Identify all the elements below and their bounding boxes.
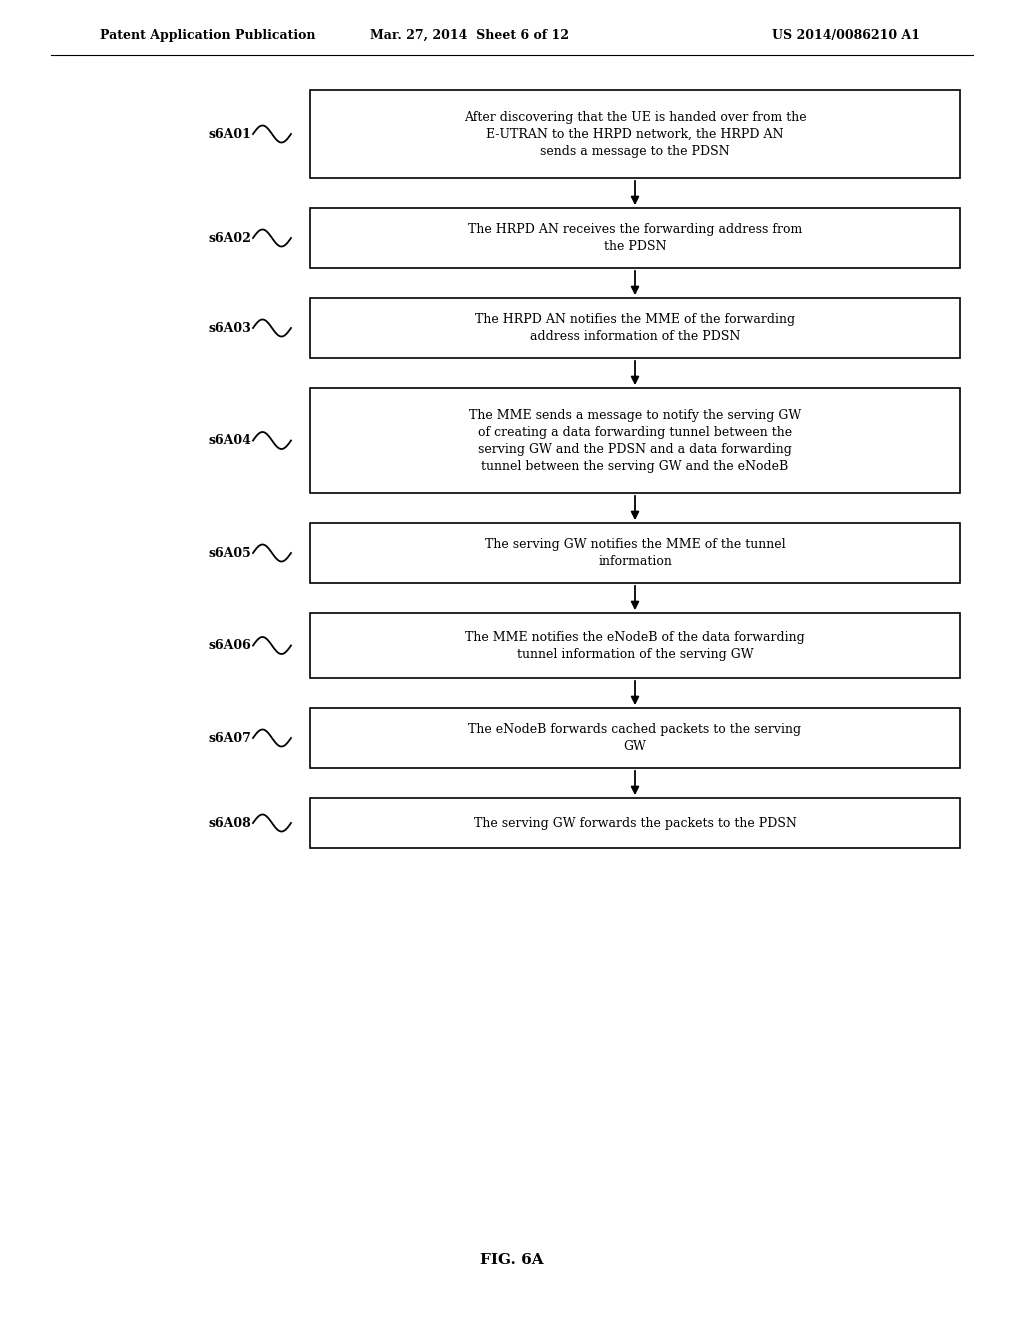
FancyBboxPatch shape (310, 708, 961, 768)
FancyBboxPatch shape (310, 523, 961, 583)
Text: s6A01: s6A01 (209, 128, 252, 140)
Text: US 2014/0086210 A1: US 2014/0086210 A1 (772, 29, 920, 41)
FancyBboxPatch shape (310, 209, 961, 268)
FancyBboxPatch shape (310, 612, 961, 678)
FancyBboxPatch shape (310, 90, 961, 178)
Text: Patent Application Publication: Patent Application Publication (100, 29, 315, 41)
FancyBboxPatch shape (310, 388, 961, 492)
Text: The MME notifies the eNodeB of the data forwarding
tunnel information of the ser: The MME notifies the eNodeB of the data … (465, 631, 805, 660)
Text: The serving GW notifies the MME of the tunnel
information: The serving GW notifies the MME of the t… (484, 539, 785, 568)
Text: The MME sends a message to notify the serving GW
of creating a data forwarding t: The MME sends a message to notify the se… (469, 408, 801, 473)
FancyBboxPatch shape (310, 298, 961, 358)
Text: The HRPD AN notifies the MME of the forwarding
address information of the PDSN: The HRPD AN notifies the MME of the forw… (475, 313, 795, 343)
Text: s6A03: s6A03 (209, 322, 251, 334)
Text: Mar. 27, 2014  Sheet 6 of 12: Mar. 27, 2014 Sheet 6 of 12 (371, 29, 569, 41)
Text: s6A06: s6A06 (209, 639, 251, 652)
Text: s6A07: s6A07 (209, 731, 252, 744)
Text: FIG. 6A: FIG. 6A (480, 1253, 544, 1267)
Text: The eNodeB forwards cached packets to the serving
GW: The eNodeB forwards cached packets to th… (468, 723, 802, 752)
Text: The HRPD AN receives the forwarding address from
the PDSN: The HRPD AN receives the forwarding addr… (468, 223, 802, 253)
Text: s6A08: s6A08 (209, 817, 251, 829)
Text: s6A04: s6A04 (209, 434, 252, 447)
FancyBboxPatch shape (310, 799, 961, 847)
Text: s6A05: s6A05 (209, 546, 251, 560)
Text: The serving GW forwards the packets to the PDSN: The serving GW forwards the packets to t… (473, 817, 797, 829)
Text: s6A02: s6A02 (209, 231, 252, 244)
Text: After discovering that the UE is handed over from the
E-UTRAN to the HRPD networ: After discovering that the UE is handed … (464, 111, 806, 157)
